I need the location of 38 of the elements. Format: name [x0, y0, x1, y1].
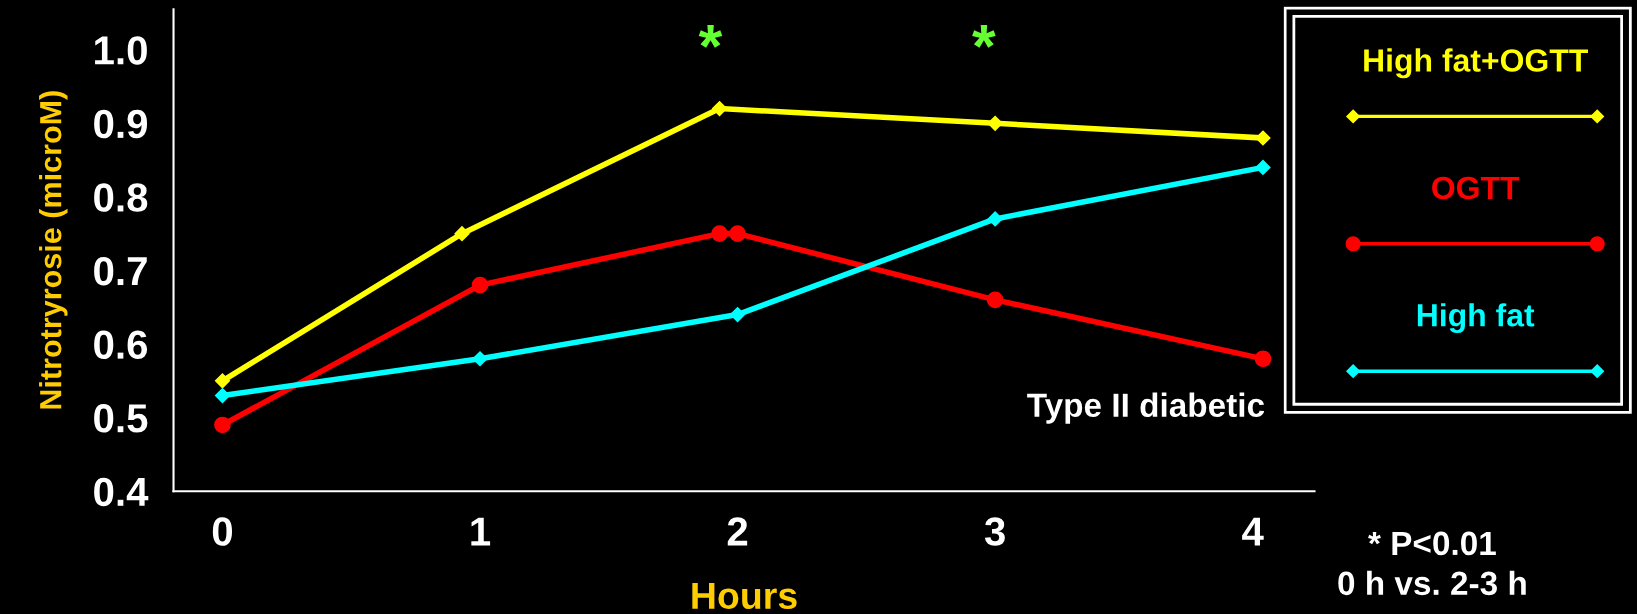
text: 0 h vs. 2-3 h [1338, 570, 1526, 596]
point [711, 100, 728, 117]
y-tick-label: 0.5 [94, 404, 148, 433]
point [987, 115, 1003, 131]
x-axis-title: Hours [692, 582, 797, 610]
text: OGTT [1432, 176, 1520, 200]
x-tick-label: 1 [471, 517, 491, 546]
annotation: * [972, 25, 996, 48]
point [729, 225, 746, 242]
y-tick-label: 0.8 [94, 183, 148, 212]
text: * P<0.01 [1368, 531, 1496, 556]
point [1254, 350, 1272, 368]
point [1255, 159, 1271, 175]
point [986, 291, 1004, 309]
text: High fat+OGTT [1364, 48, 1588, 79]
x-tick-label: 2 [727, 517, 748, 546]
y-tick-label: 0.6 [94, 330, 148, 360]
y-tick-label: 0.9 [94, 109, 148, 139]
x-tick-label: 0 [212, 517, 233, 546]
point [471, 276, 489, 294]
point [214, 416, 231, 434]
annotation: Type II diabetic [1027, 392, 1265, 424]
point [987, 211, 1003, 227]
annotation: * [698, 25, 723, 48]
point [454, 226, 470, 242]
point [214, 387, 231, 404]
point [730, 307, 746, 323]
y-axis-title: Nitrotryrosie (microM) [39, 91, 68, 409]
point [214, 373, 231, 389]
y-tick-label: 0.4 [94, 477, 149, 507]
point [472, 351, 488, 367]
x-tick-label: 3 [984, 517, 1005, 546]
text: High fat [1417, 303, 1535, 334]
y-tick-label: 0.7 [94, 256, 147, 286]
x-tick-label: 4 [1242, 517, 1264, 546]
y-tick-label: 1.0 [95, 36, 147, 65]
point [711, 225, 728, 242]
point [1255, 130, 1271, 146]
